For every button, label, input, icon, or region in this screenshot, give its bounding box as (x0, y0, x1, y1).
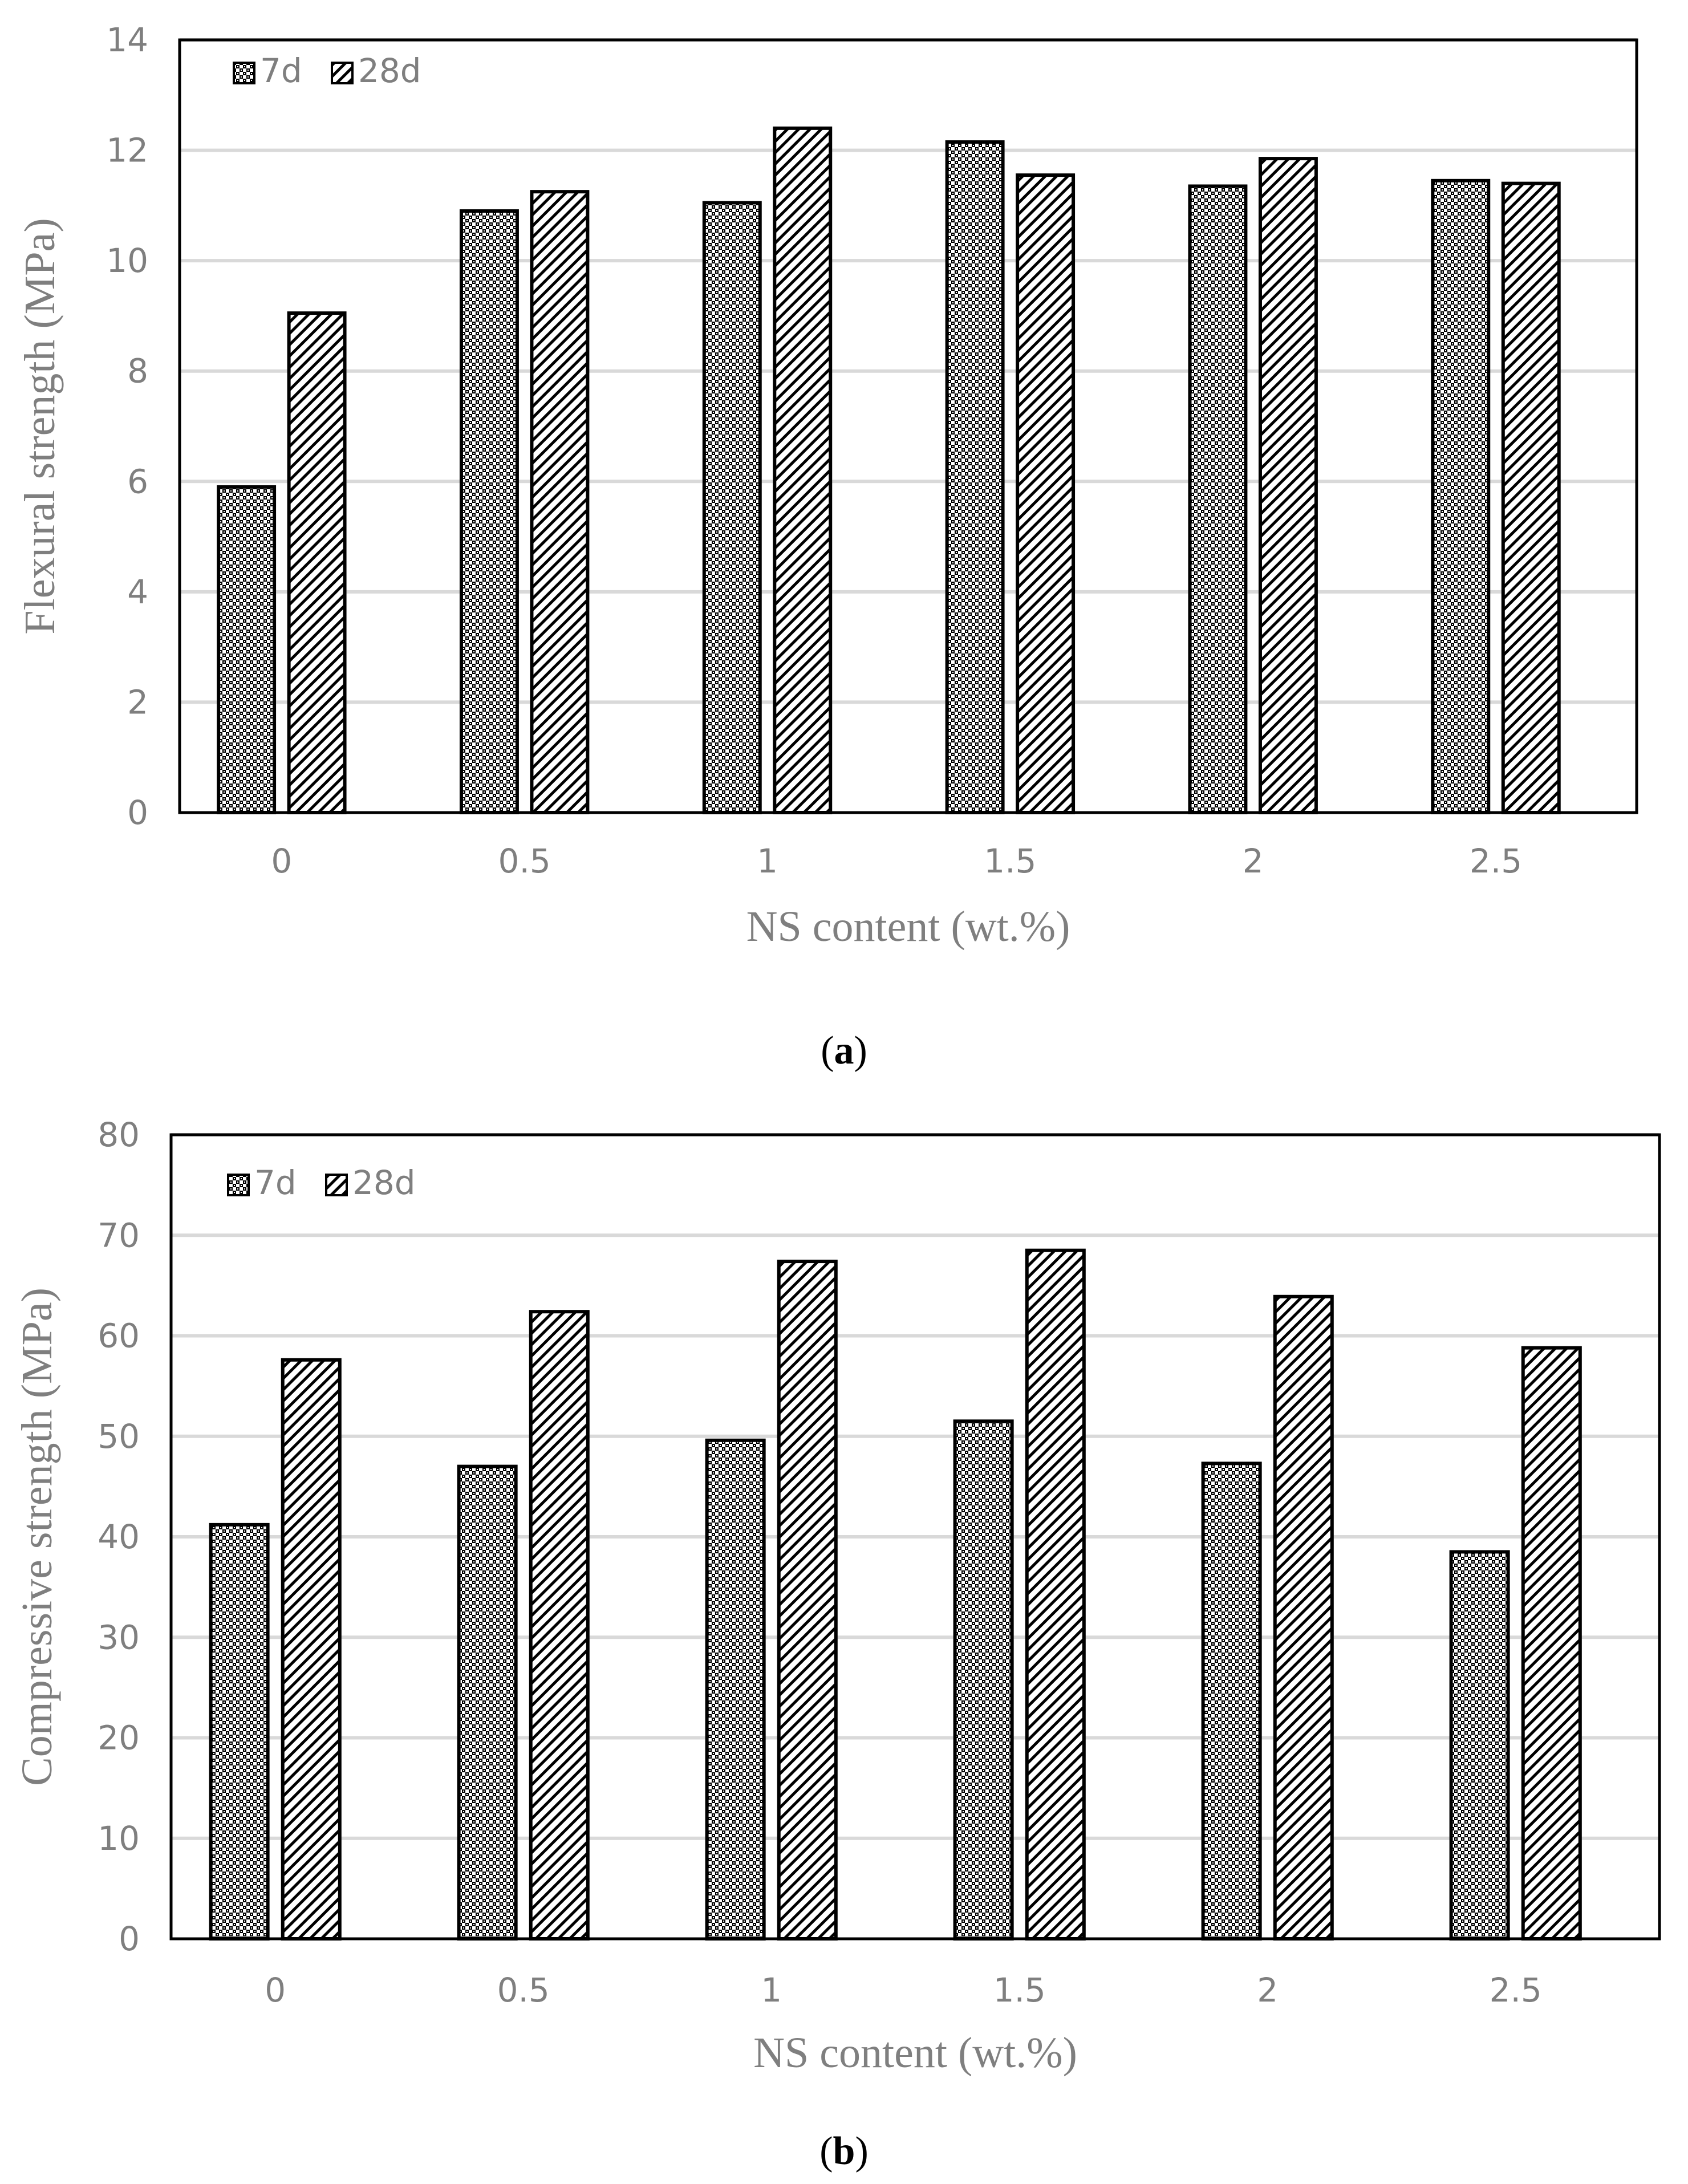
x-tick-label: 0 (265, 1971, 286, 2010)
x-tick-label: 0.5 (497, 1971, 550, 2010)
y-tick-label: 80 (98, 1115, 140, 1154)
y-tick-label: 8 (127, 352, 148, 391)
x-tick-label: 1 (761, 1971, 782, 2010)
y-tick-label: 60 (98, 1317, 140, 1355)
flexural-strength-chart: 0 2 4 6 8 10 12 14 0 0.5 1 1.5 2 2.5 7d 28d NS content (… (16, 21, 1638, 1073)
panel-label-letter: a (834, 1029, 854, 1073)
y-tick-label: 40 (98, 1517, 140, 1556)
x-tick-label: 1.5 (984, 842, 1036, 880)
legend-swatch-28d (325, 1174, 348, 1196)
legend-label-28d: 28d (358, 51, 421, 90)
bar-28d-1.5 (1025, 1248, 1086, 1941)
y-tick-label: 2 (127, 683, 148, 721)
y-tick-label: 4 (127, 573, 148, 611)
x-tick-label: 1 (757, 842, 778, 880)
bar-7d-0.5 (459, 209, 519, 814)
bar-7d-0 (217, 485, 277, 814)
y-axis-label: Compressive strength (MPa) (13, 1288, 61, 1786)
y-tick-label: 20 (98, 1719, 140, 1757)
legend-label-7d: 7d (254, 1163, 297, 1202)
panel-label: (b) (819, 2129, 869, 2173)
x-tick-label: 2.5 (1470, 842, 1522, 880)
bar-28d-0.5 (530, 190, 590, 814)
y-tick-label: 14 (106, 21, 148, 59)
bar-7d-1.5 (953, 1419, 1014, 1941)
bar-7d-2 (1201, 1462, 1262, 1941)
panel-label-open: ( (819, 2129, 833, 2173)
bar-28d-0.5 (529, 1310, 590, 1941)
plot-area-frame (169, 1133, 1661, 1941)
bar-28d-1 (773, 126, 833, 814)
panel-label: (a) (821, 1029, 867, 1073)
y-tick-label: 0 (119, 1919, 140, 1958)
x-tick-label: 2 (1243, 842, 1264, 880)
legend-swatch-28d (331, 62, 354, 84)
y-tick-label: 12 (106, 131, 148, 170)
bar-7d-0 (209, 1523, 270, 1941)
bar-28d-2.5 (1521, 1346, 1582, 1941)
y-axis-label: Flexural strength (MPa) (16, 218, 64, 634)
y-tick-label: 30 (98, 1618, 140, 1657)
bar-28d-2 (1258, 157, 1318, 815)
bar-7d-1 (705, 1438, 766, 1941)
y-tick-label: 6 (127, 462, 148, 501)
y-tick-label: 10 (98, 1819, 140, 1858)
legend-swatch-7d (227, 1174, 250, 1196)
bar-28d-2 (1273, 1294, 1334, 1941)
y-tick-label: 0 (127, 793, 148, 832)
legend-label-7d: 7d (260, 51, 302, 90)
bar-28d-1.5 (1016, 173, 1076, 814)
x-axis-label: NS content (wt.%) (753, 2029, 1077, 2077)
bar-28d-1 (777, 1260, 838, 1941)
panel-label-open: ( (821, 1029, 834, 1073)
panel-label-close: ) (855, 2129, 868, 2173)
bar-7d-0.5 (457, 1464, 518, 1941)
bar-7d-1 (702, 201, 762, 815)
y-tick-label: 10 (106, 241, 148, 280)
bar-28d-0 (281, 1358, 342, 1941)
panel-label-letter: b (833, 2129, 855, 2173)
y-tick-label: 70 (98, 1216, 140, 1255)
legend-swatch-7d (233, 62, 255, 84)
y-tick-label: 50 (98, 1417, 140, 1456)
bar-7d-2.5 (1449, 1550, 1510, 1941)
plot-area-frame (178, 38, 1638, 814)
bar-28d-0 (287, 311, 347, 814)
compressive-strength-chart: 0 10 20 30 40 50 60 70 80 0 0.5 1 1.5 2 2.5 7d 28d NS con… (13, 1115, 1661, 2173)
x-tick-label: 2 (1257, 1971, 1278, 2010)
x-tick-label: 0 (271, 842, 292, 880)
x-tick-label: 0.5 (498, 842, 551, 880)
bar-7d-2 (1188, 184, 1248, 814)
x-tick-label: 2.5 (1490, 1971, 1542, 2010)
panel-label-close: ) (854, 1029, 867, 1073)
legend-label-28d: 28d (352, 1163, 416, 1202)
bar-28d-2.5 (1501, 181, 1561, 815)
x-axis-label: NS content (wt.%) (746, 903, 1070, 951)
x-tick-label: 1.5 (993, 1971, 1046, 2010)
bar-7d-1.5 (945, 140, 1005, 814)
bar-7d-2.5 (1431, 178, 1491, 814)
